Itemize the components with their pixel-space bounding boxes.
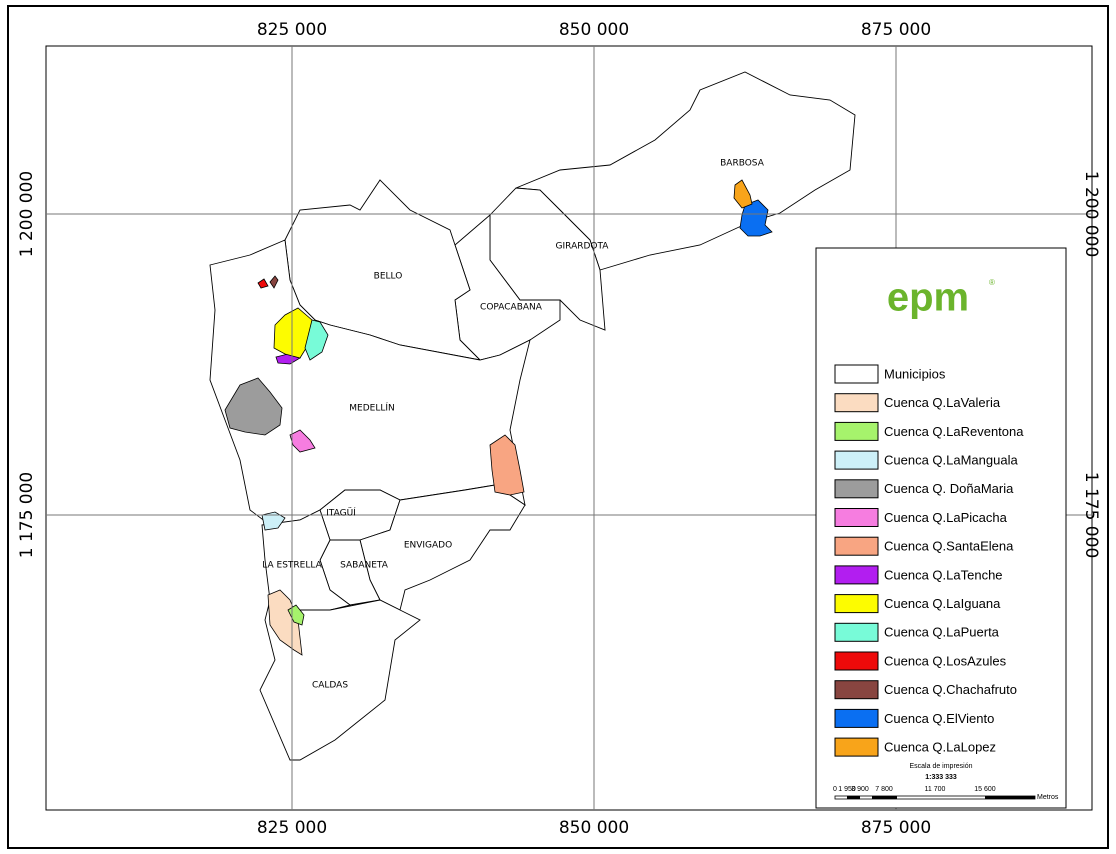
- scale-tick-label: 7 800: [875, 786, 893, 793]
- legend-label: Cuenca Q.SantaElena: [884, 539, 1014, 554]
- legend-label: Cuenca Q.LaLopez: [884, 740, 996, 755]
- scale-tick-label: 0: [833, 786, 837, 793]
- basin-santaelena: [489, 434, 525, 496]
- legend-label: Cuenca Q.LaManguala: [884, 453, 1018, 468]
- scale-ratio: 1:333 333: [925, 774, 957, 781]
- legend-swatch: [834, 708, 879, 728]
- y-grid-label: 1 200 000: [17, 171, 37, 258]
- scale-unit: Metros: [1037, 794, 1059, 801]
- basins: [224, 179, 773, 656]
- scale-bar-segment: [985, 796, 1035, 799]
- legend-label: Cuenca Q.LaValeria: [884, 395, 1001, 410]
- legend-swatch: [834, 393, 879, 413]
- legend-swatch: [834, 364, 879, 384]
- municipality-label: CALDAS: [312, 681, 348, 691]
- legend-label: Cuenca Q.LaPuerta: [884, 625, 1000, 640]
- municipality-label: ITAGÜÍ: [326, 507, 356, 519]
- x-grid-label: 825 000: [257, 20, 327, 40]
- municipalities: [209, 71, 856, 761]
- la-estrella-area: [261, 509, 352, 611]
- legend-label: Cuenca Q.LaTenche: [884, 567, 1003, 582]
- legend: epm ® Escala de impresión 1:333 333 Muni…: [815, 247, 1067, 809]
- legend-swatch: [834, 508, 879, 527]
- x-grid-label: 875 000: [861, 20, 931, 40]
- legend-label: Cuenca Q.LaIguana: [884, 596, 1001, 611]
- scale-bar-segment: [872, 796, 897, 799]
- municipality-label: BELLO: [374, 272, 403, 282]
- municipality-label: BARBOSA: [720, 159, 765, 169]
- basin-chachafruto: [269, 275, 279, 289]
- basin-lamanguala: [261, 511, 286, 531]
- x-grid-label: 875 000: [861, 818, 931, 838]
- basin-elviento: [739, 199, 773, 237]
- municipality-label: MEDELLÍN: [349, 402, 394, 414]
- legend-label: Cuenca Q.LaPicacha: [884, 510, 1008, 525]
- grid-labels: 825 000 850 000 875 000 825 000 850 000 …: [17, 20, 1101, 838]
- legend-swatch: [834, 651, 879, 671]
- legend-swatch: [834, 737, 879, 757]
- basin-lapuerta: [304, 319, 329, 361]
- basin-lalopez: [733, 179, 753, 209]
- legend-swatch: [834, 680, 879, 700]
- municipality-label: GIRARDOTA: [556, 242, 610, 252]
- legend-swatch: [834, 594, 879, 614]
- legend-label: Cuenca Q.LaReventona: [884, 424, 1024, 439]
- basin-lapicacha: [289, 429, 316, 453]
- y-grid-label: 1 175 000: [1081, 472, 1101, 559]
- scale-tick-label: 1 950: [838, 786, 856, 793]
- logo: epm: [887, 276, 969, 320]
- municipality-labels: BARBOSA GIRARDOTA COPACABANA BELLO MEDEL…: [262, 159, 764, 691]
- logo-mark: ®: [989, 278, 995, 287]
- basin-donamaria: [224, 377, 283, 436]
- legend-swatch: [834, 536, 879, 556]
- municipality-label: LA ESTRELLA: [262, 561, 322, 571]
- x-grid-label: 850 000: [559, 818, 629, 838]
- scale-title: Escala de impresión: [909, 763, 972, 770]
- x-grid-label: 850 000: [559, 20, 629, 40]
- basin-losazules: [257, 278, 269, 289]
- legend-label: Cuenca Q.Chachafruto: [884, 682, 1017, 697]
- legend-swatch: [834, 622, 879, 642]
- legend-swatch: [834, 565, 879, 585]
- municipality-label: ENVIGADO: [404, 541, 452, 551]
- scale-bar-segment: [847, 796, 860, 799]
- legend-label: Cuenca Q.LosAzules: [884, 653, 1007, 668]
- municipality-label: SABANETA: [340, 561, 389, 571]
- scale-tick-label: 3 900: [851, 786, 869, 793]
- legend-swatch: [834, 450, 879, 470]
- legend-swatch: [834, 479, 879, 499]
- y-grid-label: 1 200 000: [1081, 171, 1101, 258]
- scale-tick-label: 11 700: [925, 786, 946, 793]
- x-grid-label: 825 000: [257, 818, 327, 838]
- legend-label: Municipios: [884, 366, 946, 381]
- legend-label: Cuenca Q. DoñaMaria: [884, 481, 1014, 496]
- legend-swatch: [834, 421, 879, 441]
- basin-lavaleria: [267, 589, 303, 656]
- legend-label: Cuenca Q.ElViento: [884, 711, 994, 726]
- scale-tick-label: 15 600: [974, 786, 996, 793]
- y-grid-label: 1 175 000: [17, 472, 37, 559]
- scale-bar: [834, 795, 1036, 800]
- municipality-label: COPACABANA: [480, 303, 543, 313]
